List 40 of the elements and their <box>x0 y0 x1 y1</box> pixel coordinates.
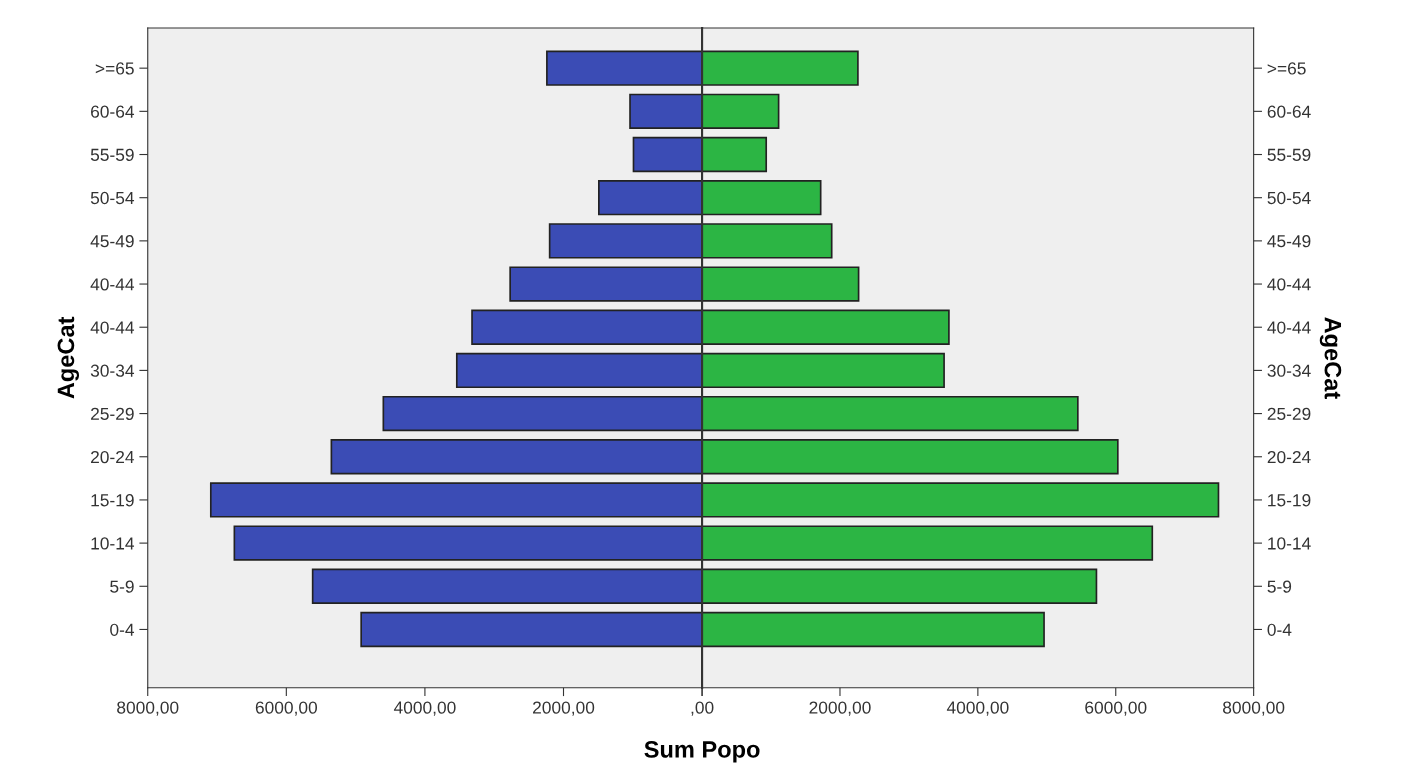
y-tick-label: 10-14 <box>1268 537 1311 550</box>
y-tick-label: 40-44 <box>1267 278 1311 291</box>
y-axis-title: AgeCat <box>1319 317 1342 399</box>
y-tick-label: 60-64 <box>91 105 135 118</box>
y-tick-label: 60-64 <box>1267 105 1311 118</box>
y-tick-label: >=65 <box>95 62 134 75</box>
y-tick-label: 45-49 <box>90 235 134 248</box>
y-tick-label: 15-19 <box>91 494 134 507</box>
y-tick-label: 20-24 <box>91 450 135 464</box>
y-axis-title: AgeCat <box>57 316 80 399</box>
y-tick-label: 40-44 <box>90 278 135 291</box>
y-tick-label: 55-59 <box>90 148 134 161</box>
x-tick-label: 8000,00 <box>117 701 179 716</box>
x-axis-title: Sum Popo <box>644 741 760 763</box>
x-tick-label: 4000,00 <box>946 701 1009 716</box>
y-tick-label: 55-59 <box>1267 148 1311 161</box>
y-tick-label: 50-54 <box>1267 191 1311 205</box>
x-tick-label: 6000,00 <box>255 701 318 716</box>
x-tick-label: 8000,00 <box>1223 701 1285 716</box>
y-tick-label: 15-19 <box>1268 494 1311 507</box>
y-tick-label: 30-34 <box>90 364 135 377</box>
y-tick-label: >=65 <box>1267 62 1306 75</box>
y-tick-label: 5-9 <box>1267 580 1292 593</box>
y-tick-label: 0-4 <box>1267 623 1292 636</box>
y-tick-label: 50-54 <box>90 191 135 205</box>
x-tick-label: 2000,00 <box>533 701 595 716</box>
x-tick-label: 2000,00 <box>809 701 871 716</box>
y-tick-label: 40-44 <box>90 321 135 334</box>
y-tick-label: 10-14 <box>91 537 135 550</box>
y-tick-label: 45-49 <box>1267 235 1311 248</box>
y-tick-label: 5-9 <box>110 580 134 593</box>
y-tick-label: 0-4 <box>110 623 135 636</box>
x-tick-label: ,00 <box>691 701 714 716</box>
x-tick-label: 4000,00 <box>393 701 456 716</box>
y-tick-label: 20-24 <box>1267 450 1311 464</box>
y-tick-label: 30-34 <box>1267 364 1311 377</box>
x-tick-label: 6000,00 <box>1085 701 1147 716</box>
y-tick-label: 40-44 <box>1267 321 1311 334</box>
y-tick-label: 25-29 <box>1267 407 1311 421</box>
y-tick-label: 25-29 <box>91 407 134 421</box>
